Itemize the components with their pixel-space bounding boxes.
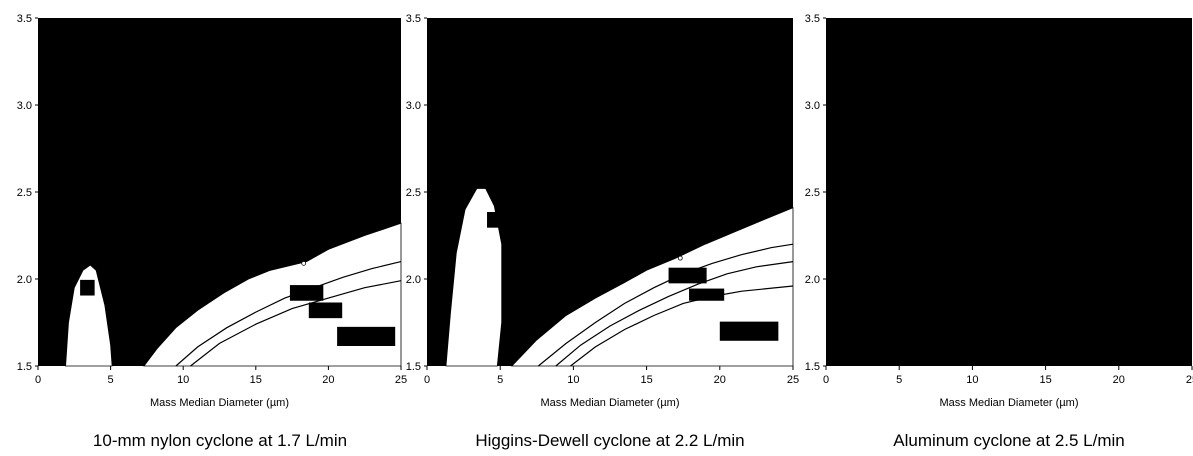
y-tick-label: 2.0 (805, 274, 820, 286)
label-block (719, 321, 779, 341)
region-area (143, 222, 402, 367)
y-tick-label: 3.0 (406, 100, 421, 112)
chart-caption: 10-mm nylon cyclone at 1.7 L/min (93, 431, 347, 450)
x-tick-label: 0 (35, 374, 41, 386)
label-block (289, 285, 324, 301)
plot-area (826, 18, 1192, 366)
data-point-marker (301, 260, 307, 266)
y-tick-label: 1.5 (406, 361, 421, 373)
x-tick-label: 0 (823, 374, 829, 386)
x-tick-label: 20 (714, 374, 726, 386)
x-axis-label: Mass Median Diameter (µm) (150, 397, 289, 409)
y-tick-label: 2.0 (406, 274, 421, 286)
chart-caption: Higgins-Dewell cyclone at 2.2 L/min (475, 431, 744, 450)
label-block (308, 302, 343, 319)
y-tick-label: 2.5 (406, 187, 421, 199)
x-tick-label: 5 (896, 374, 902, 386)
label-block (80, 279, 95, 296)
y-tick-label: 1.5 (805, 361, 820, 373)
x-tick-label: 15 (640, 374, 652, 386)
x-tick-label: 15 (250, 374, 262, 386)
y-tick-label: 3.5 (406, 13, 421, 25)
x-tick-label: 15 (1039, 374, 1051, 386)
y-tick-label: 3.0 (805, 100, 820, 112)
x-tick-label: 10 (567, 374, 579, 386)
y-tick-label: 2.5 (805, 187, 820, 199)
x-axis-label: Mass Median Diameter (µm) (940, 397, 1079, 409)
y-tick-label: 2.0 (17, 274, 32, 286)
label-block (668, 267, 707, 284)
x-tick-label: 25 (787, 374, 799, 386)
contour-line (570, 285, 794, 367)
x-tick-label: 10 (966, 374, 978, 386)
y-tick-label: 1.5 (17, 361, 32, 373)
label-block (337, 326, 396, 346)
label-block (487, 212, 502, 228)
y-tick-label: 3.5 (17, 13, 32, 25)
chart-panel-higgins-dewell-cyclone: 0 5 10 15 20 25 1.5 2.0 2.5 3.0 3.5 Mass Median Dia… (406, 13, 799, 450)
x-tick-label: 25 (395, 374, 407, 386)
data-point-marker (677, 255, 683, 261)
y-tick-label: 3.5 (805, 13, 820, 25)
region-area (65, 264, 113, 367)
x-tick-label: 25 (1186, 374, 1193, 386)
x-tick-label: 20 (322, 374, 334, 386)
x-tick-label: 5 (497, 374, 503, 386)
x-tick-label: 20 (1113, 374, 1125, 386)
chart-panel-aluminum-cyclone: 0 5 10 15 20 25 1.5 2.0 2.5 3.0 3.5 Mass Median Dia… (805, 13, 1193, 450)
contour-line (537, 243, 794, 367)
y-tick-label: 3.0 (17, 100, 32, 112)
x-axis-label: Mass Median Diameter (µm) (541, 397, 680, 409)
chart-caption: Aluminum cyclone at 2.5 L/min (893, 431, 1125, 450)
contour-line (175, 261, 402, 367)
x-tick-label: 5 (108, 374, 114, 386)
x-tick-label: 10 (177, 374, 189, 386)
y-tick-label: 2.5 (17, 187, 32, 199)
region-area (445, 188, 503, 367)
label-block (689, 288, 725, 301)
x-tick-label: 0 (424, 374, 430, 386)
chart-panel-nylon-cyclone: 0 5 10 15 20 25 1.5 2.0 2.5 3.0 3.5 Mass Median Dia… (17, 13, 407, 450)
contour-line (190, 280, 402, 367)
contour-line (555, 261, 794, 367)
